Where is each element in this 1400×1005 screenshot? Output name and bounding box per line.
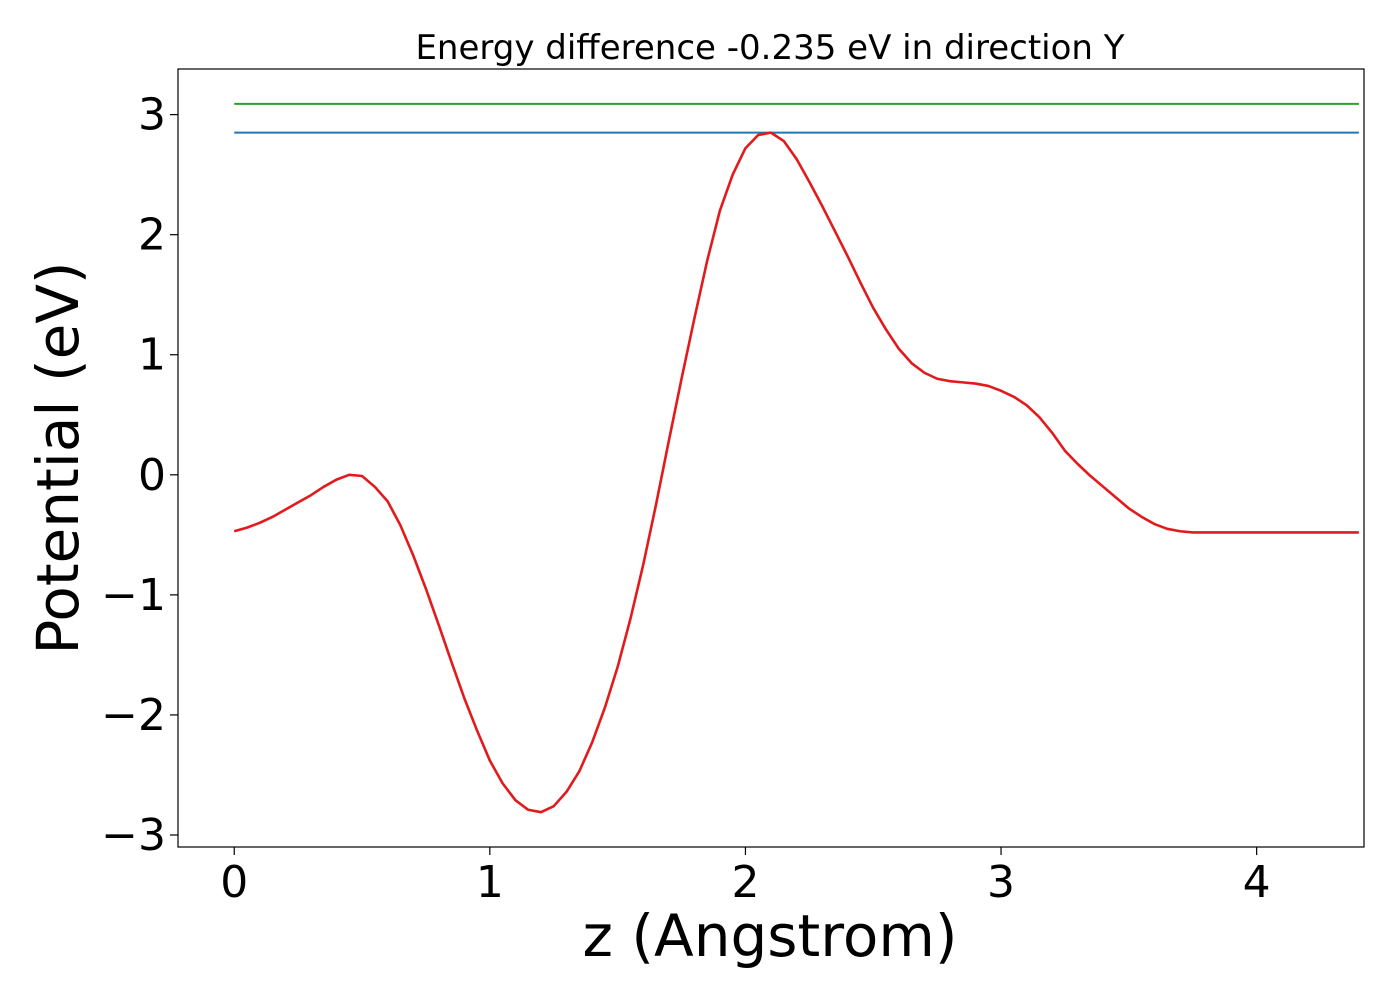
y-axis: 3 2 1 0 −1 −2 −3 [101, 90, 178, 861]
y-tick-label: −3 [101, 810, 166, 861]
x-axis: 0 1 2 3 4 [220, 847, 1271, 908]
x-tick-label: 0 [220, 857, 248, 908]
plot-frame [177, 68, 1365, 848]
y-tick-label: 0 [138, 450, 166, 501]
y-tick-label: 1 [138, 330, 166, 381]
series-layer [233, 102, 1359, 814]
x-axis-label: z (Angstrom) [583, 902, 958, 970]
y-tick-label: −1 [101, 570, 166, 621]
x-tick-label: 1 [476, 857, 504, 908]
x-tick-label: 4 [1243, 857, 1271, 908]
y-axis-label: Potential (eV) [24, 261, 92, 654]
y-tick-label: 2 [138, 210, 166, 261]
series-line-3 [233, 131, 1359, 814]
y-tick-label: 3 [138, 90, 166, 141]
chart-title: Energy difference -0.235 eV in direction… [415, 28, 1124, 68]
y-tick-label: −2 [101, 690, 166, 741]
x-tick-label: 3 [987, 857, 1015, 908]
x-tick-label: 2 [731, 857, 759, 908]
